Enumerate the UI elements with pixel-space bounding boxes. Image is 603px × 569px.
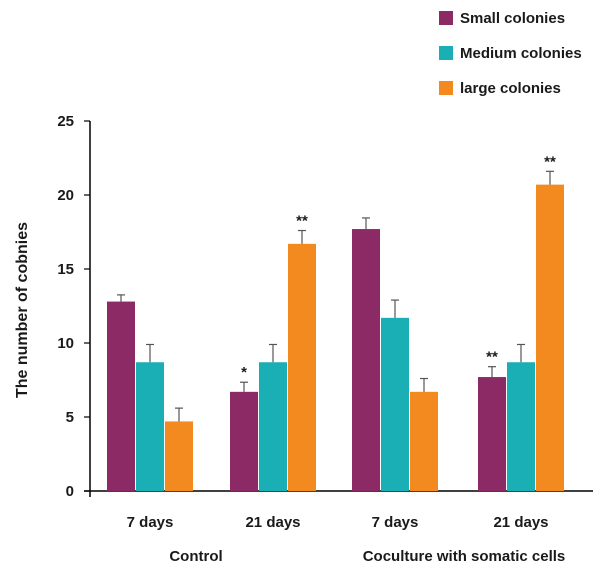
y-tick-label: 15 bbox=[57, 261, 74, 278]
y-tick-label: 0 bbox=[66, 483, 74, 500]
bar bbox=[107, 301, 135, 491]
significance-marker: ** bbox=[296, 213, 308, 230]
bar bbox=[507, 362, 535, 491]
legend-swatch bbox=[439, 11, 453, 25]
bar bbox=[352, 229, 380, 492]
bar bbox=[381, 317, 409, 491]
bar bbox=[288, 243, 316, 491]
bar bbox=[136, 362, 164, 491]
y-tick-label: 25 bbox=[57, 113, 74, 130]
x-tick-label: 21 days bbox=[493, 514, 548, 531]
bar bbox=[165, 421, 193, 491]
bar bbox=[230, 391, 258, 491]
x-axis-labels: 7 days 21 days 7 days 21 days Control Cocultu… bbox=[127, 514, 566, 565]
legend-label: Medium colonies bbox=[460, 45, 582, 62]
legend-label: Small colonies bbox=[460, 10, 565, 27]
bar bbox=[478, 377, 506, 491]
x-tick-label: 7 days bbox=[127, 514, 174, 531]
legend-swatch bbox=[439, 46, 453, 60]
bars: ******* bbox=[107, 153, 564, 492]
bar bbox=[410, 391, 438, 491]
bar bbox=[259, 362, 287, 491]
significance-marker: ** bbox=[544, 153, 556, 170]
significance-marker: * bbox=[241, 364, 247, 381]
legend-swatch bbox=[439, 81, 453, 95]
significance-marker: ** bbox=[486, 349, 498, 366]
x-tick-label: 21 days bbox=[245, 514, 300, 531]
legend: Small colonies Medium colonies large colon… bbox=[439, 10, 582, 97]
y-tick-label: 5 bbox=[66, 409, 74, 426]
x-tick-label: 7 days bbox=[372, 514, 419, 531]
y-tick-label: 20 bbox=[57, 187, 74, 204]
y-tick-label: 10 bbox=[57, 335, 74, 352]
x-group-label: Coculture with somatic cells bbox=[363, 548, 566, 565]
legend-label: large colonies bbox=[460, 80, 561, 97]
y-axis-label: The number of cobnies bbox=[14, 222, 31, 398]
x-group-label: Control bbox=[169, 548, 222, 565]
bar bbox=[536, 184, 564, 491]
